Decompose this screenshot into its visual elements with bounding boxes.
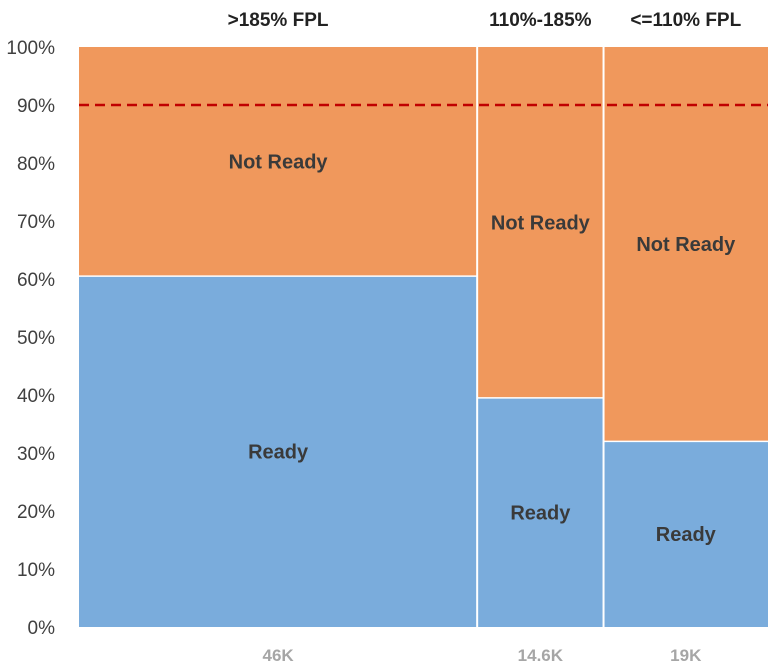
y-tick-0: 0%	[28, 618, 56, 639]
ready-segment-110-fpl	[603, 441, 768, 627]
ready-label-110-fpl: Ready	[656, 524, 717, 546]
y-tick-20: 20%	[17, 502, 55, 523]
category-label-110-185: 110%-185%	[489, 10, 592, 31]
width-label-110-185: 14.6K	[518, 646, 564, 665]
column-dividers	[79, 47, 768, 627]
y-tick-10: 10%	[17, 560, 55, 581]
y-tick-30: 30%	[17, 444, 55, 465]
ready-segment-185-fpl	[79, 276, 478, 627]
y-tick-80: 80%	[17, 154, 55, 175]
ready-label-110-185: Ready	[510, 502, 571, 524]
width-label-185-fpl: 46K	[262, 646, 294, 665]
y-tick-50: 50%	[17, 328, 55, 349]
y-tick-40: 40%	[17, 386, 55, 407]
y-tick-100: 100%	[6, 38, 55, 59]
width-label-110-fpl: 19K	[670, 646, 702, 665]
y-tick-90: 90%	[17, 96, 55, 117]
category-label-110-fpl: <=110% FPL	[630, 10, 741, 31]
y-tick-70: 70%	[17, 212, 55, 233]
not-ready-segment-185-fpl	[79, 47, 478, 277]
not-ready-segment-110-fpl	[603, 47, 768, 442]
ready-label-185-fpl: Ready	[248, 442, 309, 464]
not-ready-label-110-185: Not Ready	[491, 212, 591, 234]
width-labels: 46K 14.6K 19K	[262, 646, 702, 665]
category-label-185-fpl: >185% FPL	[228, 10, 329, 31]
not-ready-label-185-fpl: Not Ready	[229, 152, 329, 174]
ready-segment-110-185	[477, 397, 604, 627]
not-ready-label-110-fpl: Not Ready	[636, 234, 736, 256]
y-tick-60: 60%	[17, 270, 55, 291]
category-labels: >185% FPL 110%-185% <=110% FPL	[228, 10, 742, 31]
segment-labels: Ready Not Ready Ready Not Ready Ready Not Rea…	[229, 152, 736, 547]
y-axis: 0% 10% 20% 30% 40% 50% 60% 70% 80% 90% 100%	[6, 38, 55, 639]
